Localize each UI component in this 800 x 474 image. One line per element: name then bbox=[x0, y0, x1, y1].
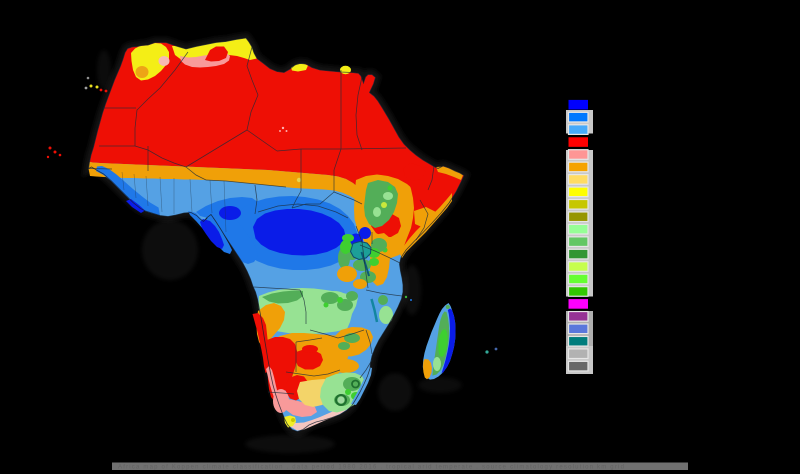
svg-text:Africa map of Koppen climate c: Africa map of Koppen climate classificat… bbox=[118, 465, 625, 471]
